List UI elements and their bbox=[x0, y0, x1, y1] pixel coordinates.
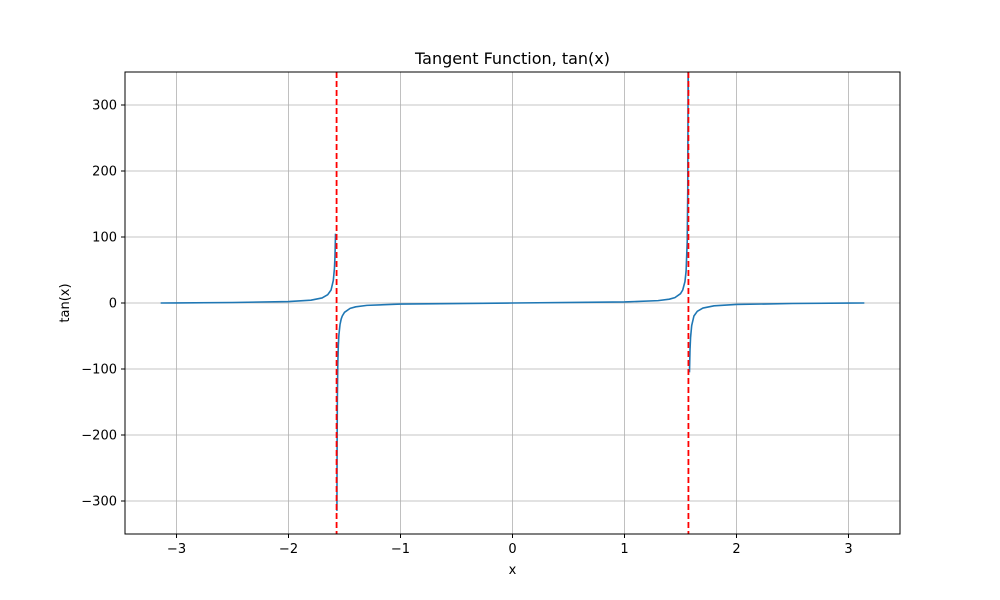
y-tick-label: −300 bbox=[81, 495, 117, 510]
x-tick-label: −1 bbox=[391, 542, 410, 557]
y-tick-label: 200 bbox=[92, 165, 117, 180]
x-tick-label: 1 bbox=[620, 542, 628, 557]
x-axis-label: x bbox=[509, 563, 517, 578]
tan-curve-branch bbox=[336, 72, 690, 511]
y-tick-label: −200 bbox=[81, 429, 117, 444]
axis-ticks: −3 −2 −1 0 1 2 3 −300 −200 −100 0 100 200 300 bbox=[81, 99, 852, 558]
tan-curve-branch bbox=[160, 233, 337, 304]
x-tick-label: 2 bbox=[732, 542, 740, 557]
y-tick-label: 100 bbox=[92, 231, 117, 246]
x-tick-label: −3 bbox=[167, 542, 186, 557]
y-tick-label: 0 bbox=[109, 297, 117, 312]
x-tick-label: −2 bbox=[279, 542, 298, 557]
tan-curve-branch bbox=[688, 302, 865, 373]
x-tick-label: 0 bbox=[508, 542, 516, 557]
chart-title: Tangent Function, tan(x) bbox=[414, 49, 610, 68]
grid-lines bbox=[125, 72, 900, 534]
plot-data-layer bbox=[160, 72, 865, 534]
y-tick-label: −100 bbox=[81, 363, 117, 378]
y-tick-label: 300 bbox=[92, 99, 117, 114]
y-axis-label: tan(x) bbox=[58, 283, 73, 322]
x-tick-label: 3 bbox=[844, 542, 852, 557]
